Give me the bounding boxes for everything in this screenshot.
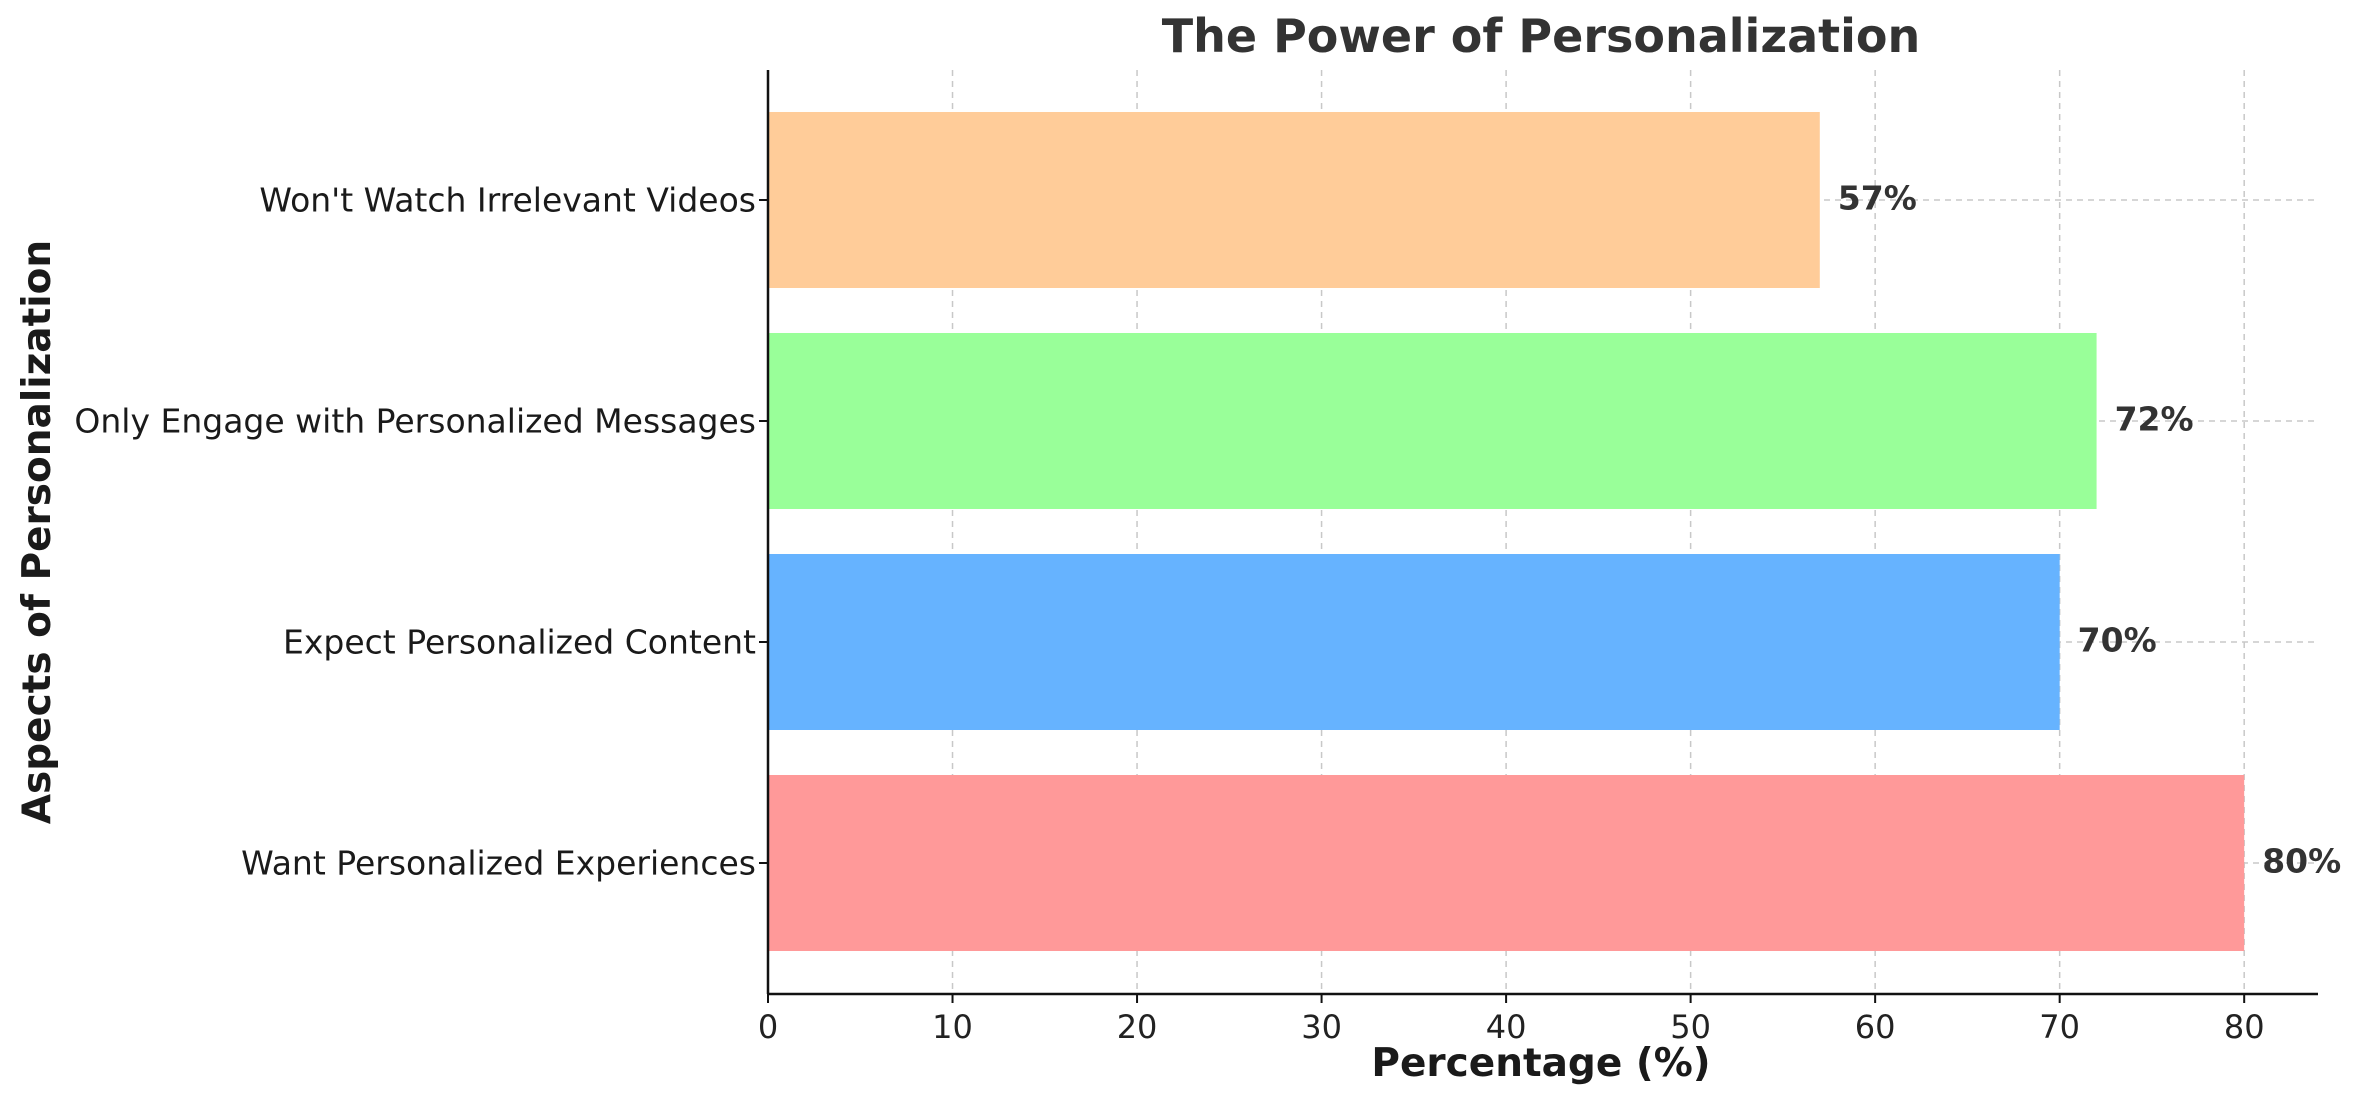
- x-tick-label-0: 0: [758, 1008, 778, 1046]
- chart-title: The Power of Personalization: [1162, 9, 1921, 63]
- y-tick-label-2: Expect Personalized Content: [283, 623, 756, 662]
- x-tick-label-10: 10: [932, 1008, 973, 1046]
- bar-3: [768, 333, 2097, 509]
- axes-layer: [759, 70, 2318, 1003]
- bars-layer: [768, 112, 2245, 951]
- x-tick-label-60: 60: [1855, 1008, 1896, 1046]
- data-label-4: 57%: [1838, 179, 1917, 218]
- x-tick-label-70: 70: [2039, 1008, 2080, 1046]
- x-tick-label-20: 20: [1117, 1008, 1158, 1046]
- y-tick-label-3: Only Engage with Personalized Messages: [74, 402, 756, 441]
- x-axis-title: Percentage (%): [1371, 1041, 1710, 1086]
- y-tick-label-1: Want Personalized Experiences: [241, 844, 756, 883]
- labels-layer: 0 10 20 30 40 50 60 70 80 Want Personalized Exper…: [74, 179, 2341, 1047]
- y-tick-label-4: Won't Watch Irrelevant Videos: [259, 181, 756, 220]
- data-label-3: 72%: [2115, 400, 2194, 439]
- x-tick-label-40: 40: [1486, 1008, 1527, 1046]
- bar-2: [768, 554, 2060, 730]
- bar-1: [768, 775, 2245, 951]
- x-tick-label-50: 50: [1670, 1008, 1711, 1046]
- x-tick-label-30: 30: [1301, 1008, 1342, 1046]
- data-label-2: 70%: [2078, 621, 2157, 660]
- bar-4: [768, 112, 1820, 288]
- y-axis-title: Aspects of Personalization: [15, 240, 60, 824]
- x-tick-label-80: 80: [2224, 1008, 2265, 1046]
- data-label-1: 80%: [2262, 842, 2341, 881]
